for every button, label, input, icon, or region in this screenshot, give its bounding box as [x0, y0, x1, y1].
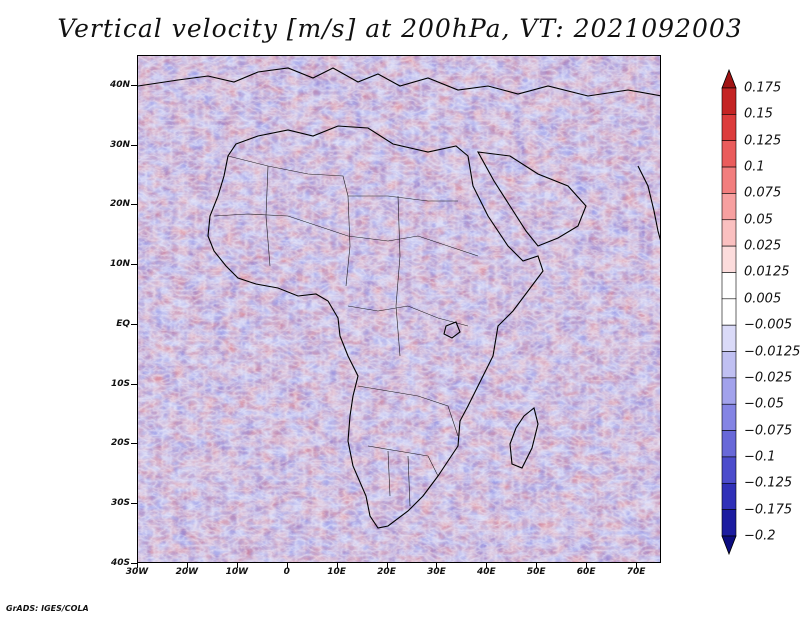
colorbar-segment	[721, 298, 737, 326]
colorbar-level-label: −0.175	[744, 502, 793, 518]
country-borders	[213, 155, 479, 507]
colorbar	[721, 68, 737, 556]
colorbar-level-label: 0.175	[744, 80, 782, 96]
colorbar-level-label: 0.15	[744, 106, 773, 122]
colorbar-level-label: −0.2	[744, 528, 776, 544]
lon-tick-label: 30E	[427, 567, 446, 577]
colorbar-segment	[721, 140, 737, 168]
colorbar-level-label: −0.005	[744, 317, 793, 333]
border-lines-north	[227, 155, 458, 202]
india-coastline	[637, 165, 660, 241]
lon-tick-mark	[186, 563, 188, 568]
lat-tick-label: 30S	[110, 498, 130, 509]
colorbar-segment	[721, 219, 737, 247]
lon-tick-mark	[486, 563, 488, 568]
coastlines	[138, 67, 660, 529]
madagascar-coastline	[509, 407, 539, 469]
colorbar-bottom-arrow	[721, 535, 737, 556]
border-lines-south	[357, 385, 459, 437]
colorbar-level-label: 0.125	[744, 133, 782, 149]
colorbar-segment	[721, 324, 737, 352]
lat-tick-label: EQ	[116, 318, 130, 329]
border-lines-sahel	[213, 213, 479, 257]
lon-tick-label: 0	[283, 567, 290, 577]
lat-tick-mark	[131, 144, 137, 146]
lon-tick-label: 40E	[476, 567, 496, 577]
europe-coastline	[138, 67, 660, 97]
border-lines-vertical-2	[345, 195, 351, 287]
colorbar-segment	[721, 351, 737, 379]
colorbar-segment	[721, 377, 737, 405]
colorbar-level-label: 0.05	[744, 212, 773, 228]
lon-tick-mark	[436, 563, 438, 568]
colorbar-segment	[721, 430, 737, 458]
colorbar-level-label: −0.0125	[744, 344, 800, 360]
lon-tick-label: 60E	[576, 567, 596, 577]
border-lines-vertical-3	[395, 195, 401, 357]
grads-credit: GrADS: IGES/COLA	[6, 604, 89, 613]
colorbar-level-label: 0.075	[744, 185, 782, 201]
lon-tick-mark	[586, 563, 588, 568]
vertical-velocity-field	[138, 56, 660, 562]
colorbar-level-label: 0.1	[744, 159, 765, 175]
lat-tick-mark	[131, 563, 137, 564]
colorbar-level-label: −0.125	[744, 475, 793, 491]
border-lines-southern-africa	[367, 445, 439, 507]
colorbar-level-label: 0.0125	[744, 264, 790, 280]
lon-tick-mark	[137, 563, 138, 568]
arabia-coastline	[476, 151, 587, 247]
lon-tick-label: 10E	[327, 567, 346, 577]
colorbar-level-label: −0.1	[744, 449, 776, 465]
lon-tick-mark	[386, 563, 388, 568]
lat-tick-mark	[131, 503, 137, 505]
lat-tick-mark	[131, 443, 137, 445]
lat-tick-label: 40S	[110, 558, 130, 568]
lat-tick-mark	[131, 204, 137, 206]
map-title: Vertical velocity [m/s] at 200hPa, VT: 2…	[57, 14, 743, 43]
border-lines-vertical-1	[265, 165, 271, 267]
lon-tick-mark	[636, 563, 638, 568]
lat-tick-label: 30N	[109, 139, 130, 150]
lon-tick-label: 70E	[626, 567, 646, 577]
lat-tick-label: 40N	[109, 79, 130, 90]
lon-tick-label: 20W	[175, 567, 199, 577]
colorbar-segment	[721, 456, 737, 484]
lon-tick-mark	[336, 563, 338, 568]
colorbar-segment	[721, 403, 737, 431]
lat-tick-mark	[131, 383, 137, 385]
map-plot-area	[137, 55, 661, 563]
colorbar-segment	[721, 482, 737, 510]
border-lines-central	[347, 305, 469, 327]
lat-tick-label: 10S	[110, 378, 130, 389]
field-contour-gaps	[138, 56, 660, 562]
lat-tick-label: 20S	[110, 438, 130, 449]
lon-tick-label: 30W	[125, 567, 149, 577]
colorbar-level-label: −0.025	[744, 370, 793, 386]
lat-tick-label: 10N	[109, 259, 130, 270]
colorbar-segment	[721, 245, 737, 273]
lon-tick-mark	[536, 563, 538, 568]
colorbar-segment	[721, 114, 737, 142]
lon-tick-mark	[236, 563, 238, 568]
lake-victoria	[443, 321, 461, 339]
lat-tick-mark	[131, 84, 137, 86]
colorbar-top-arrow	[721, 68, 737, 89]
colorbar-segment	[721, 166, 737, 194]
lon-tick-label: 20E	[377, 567, 396, 577]
colorbar-level-label: −0.05	[744, 396, 784, 412]
lat-tick-label: 20N	[109, 199, 130, 210]
colorbar-segment	[721, 272, 737, 300]
colorbar-segment	[721, 193, 737, 221]
lat-tick-mark	[131, 264, 137, 266]
colorbar-segment	[721, 509, 737, 537]
lon-tick-label: 50E	[526, 567, 546, 577]
lon-tick-mark	[286, 563, 288, 568]
colorbar-level-label: 0.025	[744, 238, 782, 254]
africa-coastline	[207, 125, 544, 529]
lon-tick-label: 10W	[225, 567, 249, 577]
colorbar-level-label: −0.075	[744, 423, 793, 439]
colorbar-segment	[721, 87, 737, 115]
colorbar-level-label: 0.005	[744, 291, 782, 307]
lat-tick-mark	[131, 323, 137, 325]
